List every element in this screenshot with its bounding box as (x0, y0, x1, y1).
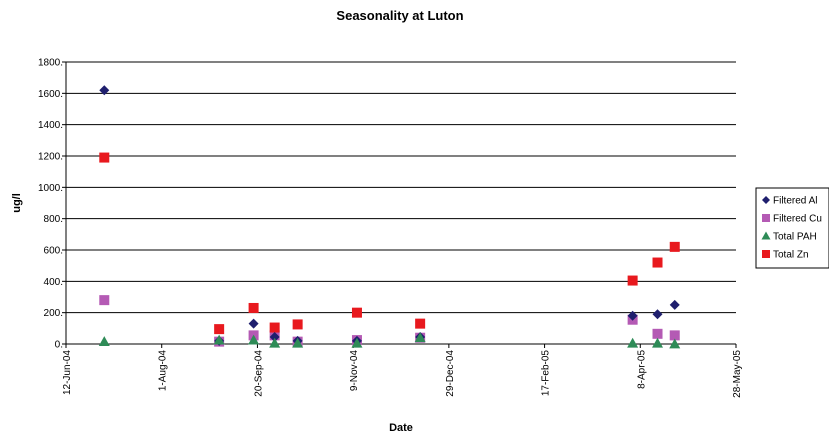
legend-marker (762, 196, 770, 204)
x-axis-title: Date (389, 422, 413, 434)
data-point (98, 336, 110, 347)
data-point (269, 322, 280, 333)
x-tick-label: 9-Nov-04 (349, 350, 360, 392)
x-tick-label: 29-Dec-04 (445, 350, 456, 397)
legend-label: Total Zn (773, 250, 809, 261)
legend-item: Filtered Cu (762, 214, 822, 225)
legend-marker (761, 231, 771, 240)
y-tick-label: 0. (55, 340, 63, 351)
data-point (248, 302, 259, 313)
data-point (351, 337, 363, 348)
y-tick-label: 200. (44, 308, 63, 319)
data-point (269, 337, 281, 348)
data-point (627, 337, 639, 348)
y-tick-label: 1600. (38, 89, 63, 100)
y-tick-label: 1800. (38, 58, 63, 69)
x-tick-label: 12-Jun-04 (62, 350, 73, 395)
chart-title: Seasonality at Luton (336, 8, 463, 23)
legend-item: Total PAH (761, 231, 817, 243)
y-tick-label: 800. (44, 214, 63, 225)
data-point (414, 332, 426, 343)
legend-label: Filtered Al (773, 196, 817, 207)
data-point (652, 309, 663, 320)
x-tick-label: 1-Aug-04 (158, 350, 169, 392)
data-point (627, 310, 638, 321)
y-axis-title: ug/l (11, 193, 23, 213)
data-point (415, 318, 426, 329)
data-point (669, 330, 680, 341)
x-tick-label: 17-Feb-05 (541, 350, 552, 397)
data-point (652, 257, 663, 268)
x-axis-ticks: 12-Jun-04 1-Aug-04 20-Sep-04 9-Nov-04 29-Dec… (62, 344, 743, 398)
data-point (627, 275, 638, 286)
data-point (292, 319, 303, 330)
data-point (669, 299, 680, 310)
legend-item: Total Zn (762, 250, 809, 261)
data-point (269, 331, 280, 342)
legend-marker (762, 214, 770, 222)
y-tick-label: 400. (44, 277, 63, 288)
y-tick-label: 600. (44, 246, 63, 257)
series-total-zn (99, 152, 680, 335)
legend-items: Filtered Al Filtered Cu Total PAH Total Zn (761, 196, 822, 261)
legend-marker (762, 250, 770, 258)
legend-label: Total PAH (773, 232, 817, 243)
x-tick-label: 20-Sep-04 (253, 350, 264, 397)
data-point (213, 334, 225, 345)
data-point (669, 338, 681, 349)
x-tick-label: 8-Apr-05 (636, 350, 647, 389)
data-point (652, 337, 664, 348)
y-axis-ticks: 0. 200. 400. 600. 800. 1000. 1200. 1400. 1600. 18… (38, 58, 66, 351)
x-tick-label: 28-May-05 (732, 350, 743, 398)
legend-label: Filtered Cu (773, 214, 822, 225)
y-tick-label: 1200. (38, 152, 63, 163)
data-point (292, 337, 304, 348)
legend-item: Filtered Al (762, 196, 817, 207)
data-point (669, 241, 680, 252)
plot-area: 0. 200. 400. 600. 800. 1000. 1200. 1400. 1600. 18… (38, 58, 743, 398)
data-point (99, 152, 110, 163)
series-total-pah (98, 332, 681, 349)
plot-background (66, 62, 736, 344)
y-tick-label: 1400. (38, 120, 63, 131)
data-point (214, 324, 225, 335)
gridlines (66, 61, 736, 314)
data-point (99, 295, 110, 306)
data-point (652, 328, 663, 339)
y-tick-label: 1000. (38, 183, 63, 194)
data-points (98, 85, 681, 349)
data-point (248, 318, 259, 329)
data-point (248, 334, 260, 345)
legend: Filtered Al Filtered Cu Total PAH Total Zn (755, 187, 829, 269)
data-point (99, 85, 110, 96)
data-point (351, 307, 362, 318)
